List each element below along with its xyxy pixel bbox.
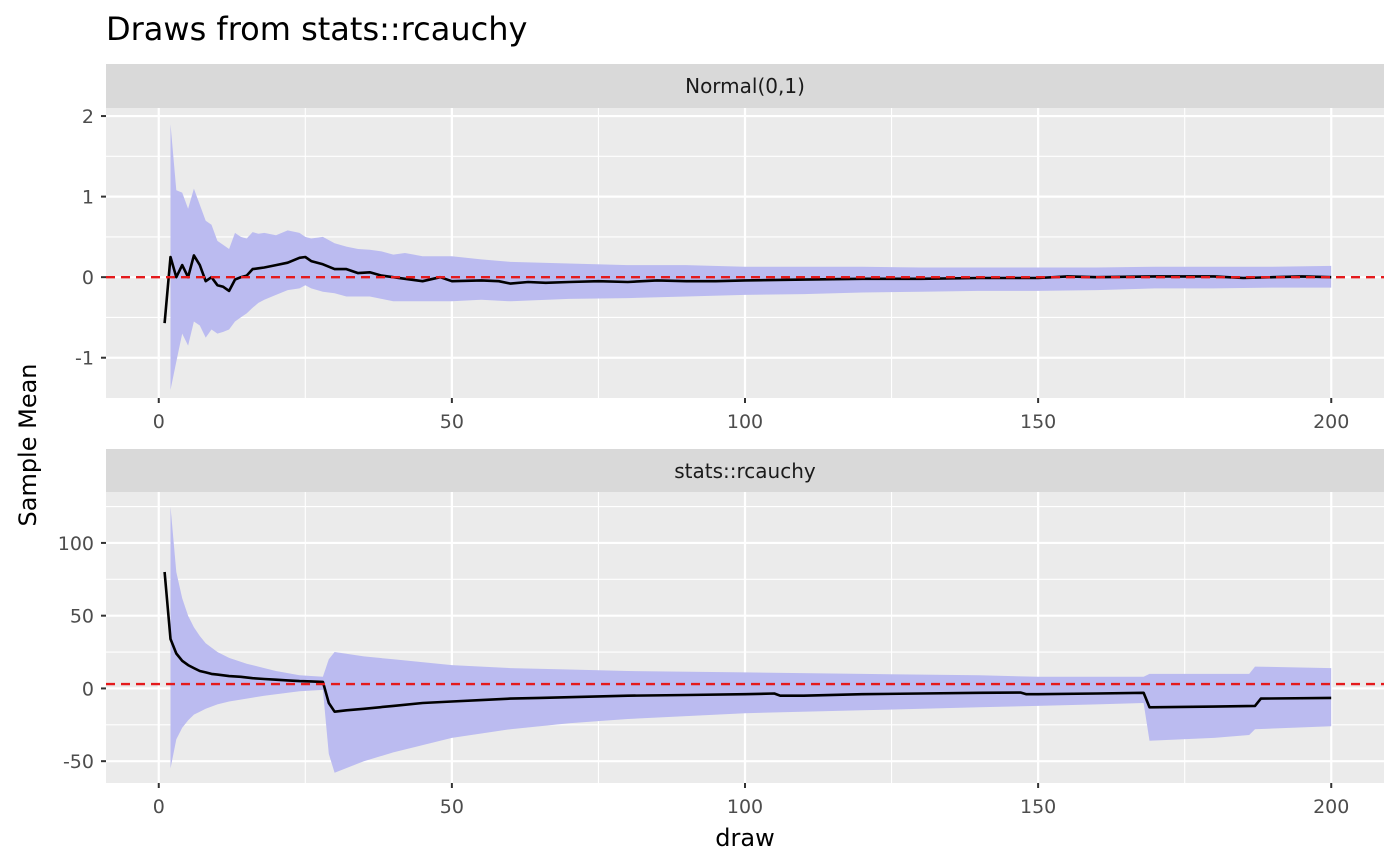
facet-strip-label-normal: Normal(0,1) — [685, 74, 805, 98]
y-tick-label: 0 — [82, 678, 94, 700]
y-tick-label: 2 — [82, 106, 94, 128]
uncertainty-band — [170, 506, 1332, 773]
major-gridlines — [106, 108, 1384, 398]
x-tick-label: 150 — [1020, 411, 1056, 433]
x-tick-label: 50 — [440, 796, 464, 818]
y-tick-label: -50 — [63, 751, 94, 773]
facet-strip-cauchy — [106, 449, 1384, 492]
x-tick-label: 50 — [440, 411, 464, 433]
y-tick-label: -1 — [75, 348, 94, 370]
x-tick-label: 100 — [727, 411, 763, 433]
y-tick-label: 0 — [82, 267, 94, 289]
facet-strip-label-cauchy: stats::rcauchy — [674, 459, 816, 483]
y-tick-label: 100 — [58, 533, 94, 555]
band-layer — [170, 124, 1332, 390]
x-axis-title: draw — [715, 824, 774, 852]
x-tick-label: 150 — [1020, 796, 1056, 818]
y-tick-label: 1 — [82, 187, 94, 209]
band-layer — [170, 506, 1332, 773]
facet-strip-normal — [106, 64, 1384, 108]
chart-title: Draws from stats::rcauchy — [106, 10, 527, 48]
axis-ticks: 0 50 100 150 200 -1 0 1 2 — [75, 106, 1349, 433]
axis-ticks: 0 50 100 150 200 -50 0 50 100 — [58, 533, 1350, 818]
y-axis-title: Sample Mean — [14, 363, 42, 526]
x-tick-label: 200 — [1313, 796, 1349, 818]
x-tick-label: 0 — [153, 796, 165, 818]
x-tick-label: 100 — [727, 796, 763, 818]
facet-panel-normal: Normal(0,1) 0 50 100 150 200 -1 0 1 2 — [75, 64, 1384, 433]
line-layer — [163, 571, 1332, 714]
y-tick-label: 50 — [70, 606, 94, 628]
uncertainty-band — [170, 124, 1332, 390]
x-tick-label: 200 — [1313, 411, 1349, 433]
sample-mean-line — [163, 571, 1332, 714]
x-tick-label: 0 — [153, 411, 165, 433]
